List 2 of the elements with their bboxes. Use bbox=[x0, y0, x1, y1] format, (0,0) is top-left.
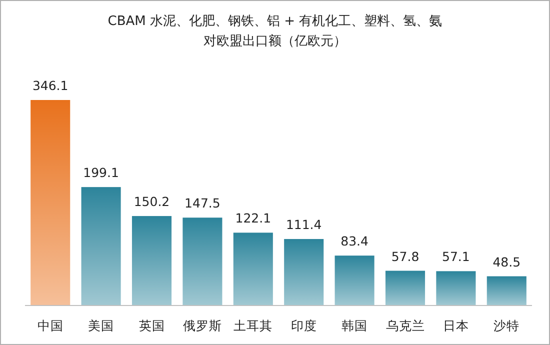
title: CBAM 水泥、化肥、钢铁、铝 + 有机化工、塑料、氢、氨 bbox=[108, 14, 442, 29]
subtitle: 对欧盟出口额（亿欧元） bbox=[204, 34, 346, 49]
